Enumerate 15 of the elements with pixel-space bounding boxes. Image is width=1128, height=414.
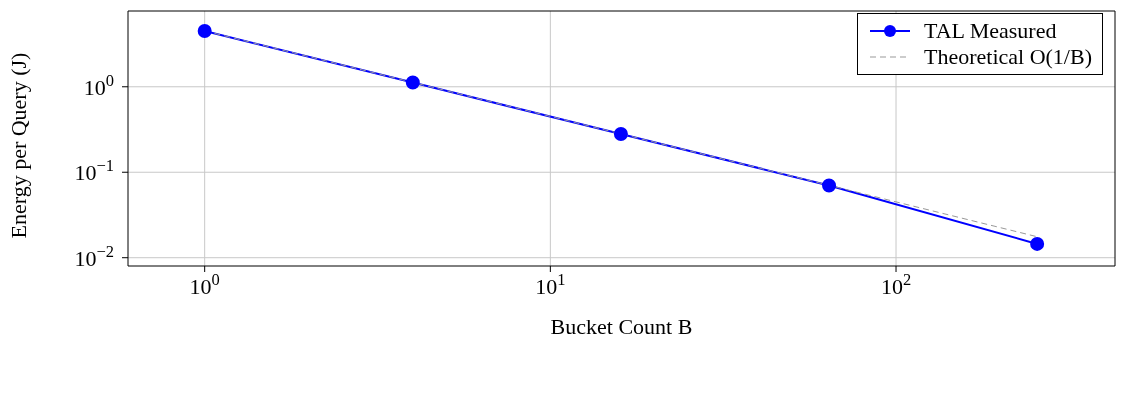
y-axis-title: Energy per Query (J) xyxy=(5,52,31,239)
y-tick-label: 10$^{0}$ xyxy=(83,70,114,100)
legend-label: TAL Measured xyxy=(924,18,1057,44)
point xyxy=(197,23,212,38)
point xyxy=(613,127,628,142)
x-tick-label: 10$^{0}$ xyxy=(189,269,220,299)
y-tick-label: 10$^{−1}$ xyxy=(74,155,114,186)
point xyxy=(822,178,837,193)
x-axis-title: Bucket Count B xyxy=(550,314,693,339)
y-tick-label: 10$^{−2}$ xyxy=(74,241,114,271)
x-tick-label: 10$^{2}$ xyxy=(880,269,912,299)
point xyxy=(1030,236,1045,251)
legend-label: Theoretical O(1/B) xyxy=(924,44,1092,70)
point xyxy=(405,75,420,90)
x-tick-label: 10$^{1}$ xyxy=(535,269,566,299)
